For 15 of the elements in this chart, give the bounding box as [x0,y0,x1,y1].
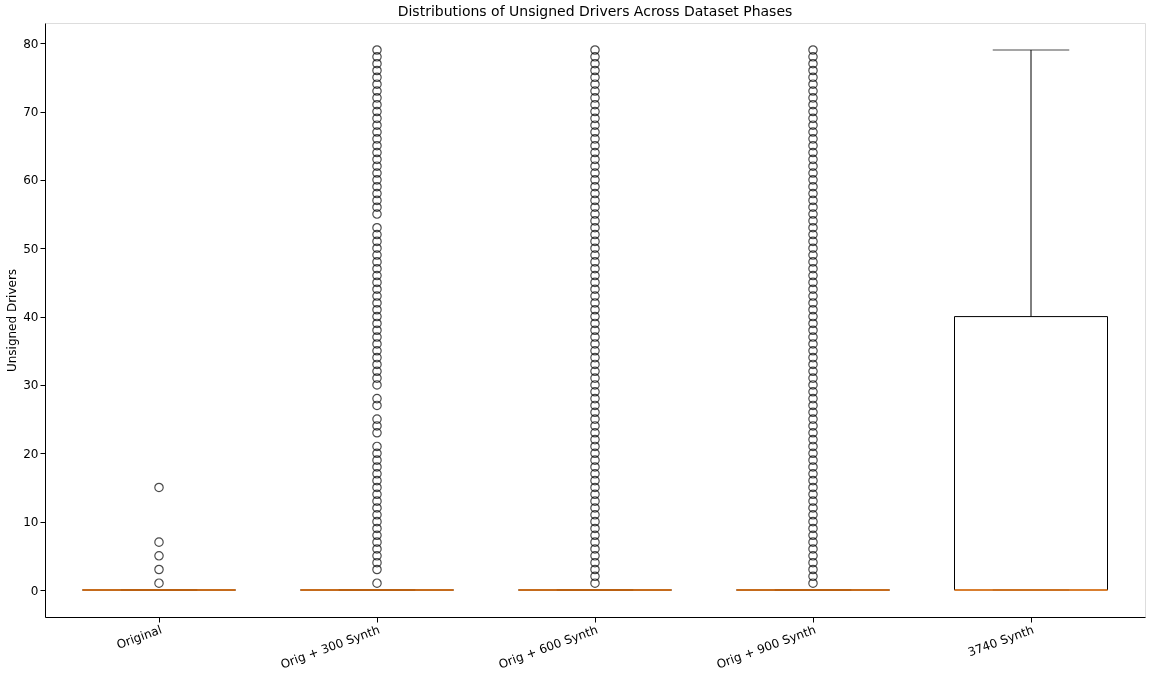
y-tick-label: 80 [23,36,39,51]
x-tick-label: Orig + 600 Synth [496,622,600,672]
y-tick-label: 60 [23,173,39,188]
y-tick-label: 10 [23,515,39,530]
y-tick-label: 50 [23,241,39,256]
y-tick-label: 30 [23,378,39,393]
y-tick-label: 40 [23,310,39,325]
y-tick-label: 0 [30,583,39,598]
y-tick-label: 20 [23,446,39,461]
y-tick-label: 70 [23,105,39,120]
x-tick-label: Orig + 900 Synth [714,622,818,672]
x-tick-label: Orig + 300 Synth [278,622,382,672]
chart-title: Distributions of Unsigned Drivers Across Dataset Phases [397,3,793,19]
x-tick-label: 3740 Synth [965,622,1036,660]
y-axis-title: Unsigned Drivers [5,268,20,373]
